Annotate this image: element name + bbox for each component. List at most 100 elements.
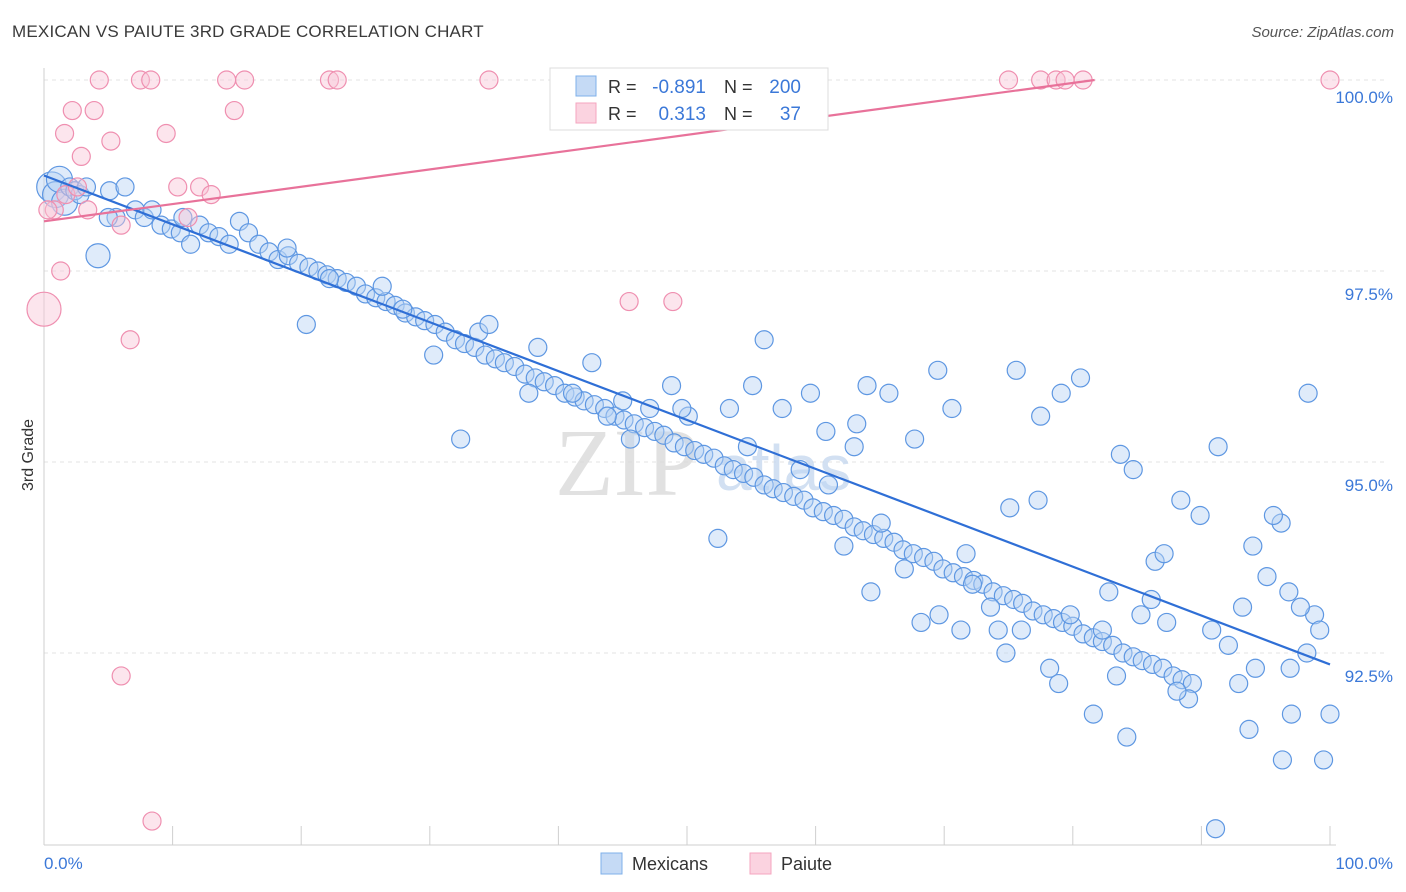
axes <box>43 68 1336 846</box>
watermark-zip: ZIP <box>555 409 699 516</box>
mexicans-point <box>943 563 963 583</box>
mexicans-point <box>278 246 298 266</box>
legend-box: R = -0.891 N = 200 R = 0.313 N = 37 <box>549 67 829 131</box>
mexicans-point <box>1092 631 1112 652</box>
paiute-point <box>319 70 340 90</box>
paiute-point <box>1055 70 1075 90</box>
paiute-point <box>130 70 151 90</box>
mexicans-point <box>1110 444 1130 464</box>
mexicans-point <box>803 498 823 518</box>
mexicans-point <box>1280 658 1300 678</box>
mexicans-point <box>1272 750 1293 770</box>
mexicans-point <box>951 620 971 640</box>
mexicans-point <box>894 559 914 579</box>
mexicans-point <box>1117 727 1137 747</box>
mexicans-point <box>1208 437 1228 457</box>
mexicans-point <box>1239 719 1259 740</box>
x-tick-label-min: 0.0% <box>44 854 83 873</box>
legend-r-label-1: R = <box>608 77 637 97</box>
mexicans-point <box>1263 505 1284 526</box>
mexicans-trend-line <box>43 174 1331 666</box>
mexicans-point <box>519 383 539 403</box>
mexicans-point <box>1171 490 1191 510</box>
mexicans-point <box>424 345 444 365</box>
paiute-point <box>54 123 75 144</box>
chart-title: MEXICAN VS PAIUTE 3RD GRADE CORRELATION … <box>12 22 484 41</box>
legend-n-value-2: 37 <box>780 104 801 125</box>
mexicans-point <box>1142 654 1163 675</box>
bottom-legend: Mexicans Paiute <box>600 852 832 875</box>
mexicans-point <box>844 437 864 457</box>
mexicans-point <box>296 314 316 335</box>
mexicans-point <box>871 513 891 533</box>
x-tick-label-max: 100.0% <box>1335 854 1393 873</box>
paiute-point <box>1320 70 1340 90</box>
mexicans-point <box>1052 612 1073 633</box>
paiute-point <box>38 200 58 220</box>
bottom-legend-mexicans: Mexicans <box>632 854 708 874</box>
mexicans-point <box>661 376 682 396</box>
legend-r-label-2: R = <box>608 104 637 124</box>
mexicans-point <box>983 582 1003 602</box>
paiute-point <box>101 131 121 151</box>
mexicans-point <box>914 547 934 568</box>
paiute-point <box>62 100 82 121</box>
mexicans-point <box>1040 658 1060 678</box>
mexicans-point <box>1049 673 1069 694</box>
mexicans-point <box>595 398 615 419</box>
mexicans-point <box>1031 406 1051 426</box>
mexicans-point <box>861 582 881 602</box>
paiute-point <box>201 185 221 205</box>
mexicans-point <box>620 429 641 449</box>
mexicans-point <box>1051 383 1071 403</box>
paiute-point <box>663 291 683 312</box>
bottom-legend-swatch-paiute <box>749 852 772 875</box>
mexicans-point <box>1243 536 1263 556</box>
mexicans-point <box>800 383 821 403</box>
mexicans-point <box>181 234 201 254</box>
paiute-point <box>168 177 188 197</box>
mexicans-point <box>1028 490 1048 510</box>
mexicans-point <box>744 467 764 487</box>
mexicans-point <box>928 360 948 380</box>
mexicans-point <box>1103 635 1123 655</box>
mexicans-point <box>834 509 854 529</box>
mexicans-point <box>1153 658 1173 678</box>
mexicans-point <box>1320 704 1340 724</box>
mexicans-point <box>1298 383 1318 403</box>
mexicans-point <box>733 463 754 484</box>
mexicans-point <box>813 502 833 522</box>
mexicans-point <box>962 574 983 594</box>
mexicans-point <box>1063 616 1083 636</box>
mexicans-point <box>1092 620 1112 640</box>
mexicans-point <box>249 234 269 254</box>
mexicans-point <box>996 643 1016 663</box>
mexicans-point <box>1099 582 1119 602</box>
tick-labels: 92.5% 95.0% 97.5% 100.0% 0.0% 100.0% <box>44 88 1393 873</box>
paiute-point <box>998 70 1019 90</box>
mexicans-point <box>911 612 931 633</box>
mexicans-point <box>1011 620 1031 640</box>
mexicans-point <box>933 559 953 579</box>
mexicans-point <box>893 540 913 560</box>
mexicans-point <box>85 243 111 269</box>
mexicans-point <box>1290 597 1311 617</box>
mexicans-point <box>1167 681 1187 701</box>
mexicans-point <box>1013 593 1033 613</box>
mexicans-point <box>863 524 884 545</box>
mexicans-point <box>582 353 602 373</box>
legend-r-value-1: -0.891 <box>652 77 706 98</box>
mexicans-point <box>1023 601 1043 621</box>
mexicans-point <box>784 486 804 506</box>
mexicans-point <box>723 460 743 480</box>
y-tick-label-3: 100.0% <box>1335 88 1393 107</box>
mexicans-point <box>1154 544 1174 564</box>
mexicans-point <box>1245 658 1266 678</box>
mexicans-point <box>903 544 923 564</box>
paiute-point <box>156 123 176 144</box>
mexicans-point <box>1157 612 1177 633</box>
mexicans-point <box>1202 620 1222 640</box>
mexicans-point <box>704 448 724 468</box>
mexicans-point <box>980 597 1001 617</box>
